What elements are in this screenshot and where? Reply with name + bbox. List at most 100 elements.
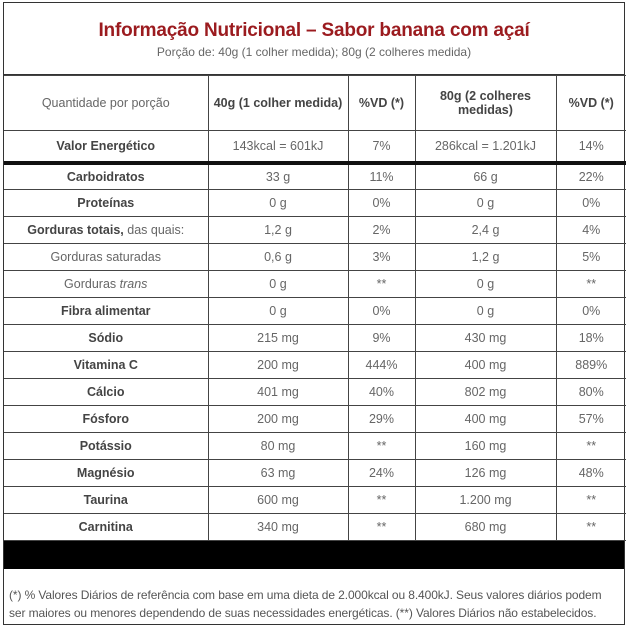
- value-80g: 0 g: [414, 270, 557, 298]
- vd-40g: 3%: [347, 243, 416, 271]
- column-header-80g: 80g (2 colheres medidas): [414, 75, 557, 131]
- black-divider-bar: [4, 541, 624, 569]
- table-row-energy: Valor Energético 143kcal = 601kJ 7% 286k…: [4, 130, 626, 165]
- value-80g: 286kcal = 1.201kJ: [414, 130, 557, 165]
- row-label: Gorduras trans: [4, 270, 209, 298]
- page-title: Informação Nutricional – Sabor banana co…: [98, 20, 530, 41]
- value-40g: 200 mg: [207, 405, 349, 433]
- row-label: Fósforo: [4, 405, 209, 433]
- row-label: Carboidratos: [4, 162, 209, 190]
- value-40g: 200 mg: [207, 351, 349, 379]
- value-40g: 340 mg: [207, 513, 349, 541]
- nutrient-name: Gorduras: [64, 277, 120, 291]
- vd-40g: 444%: [347, 351, 416, 379]
- value-40g: 401 mg: [207, 378, 349, 406]
- row-label: Sódio: [4, 324, 209, 352]
- vd-80g: **: [555, 513, 626, 541]
- value-40g: 0,6 g: [207, 243, 349, 271]
- table-row: Carnitina 340 mg ** 680 mg **: [4, 513, 626, 541]
- vd-40g: 11%: [347, 162, 416, 190]
- nutrient-name-italic: trans: [119, 277, 148, 291]
- value-80g: 680 mg: [414, 513, 557, 541]
- nutrient-name: Vitamina C: [73, 358, 138, 372]
- nutrient-name: Sódio: [88, 331, 124, 345]
- nutrient-name: Carnitina: [78, 520, 133, 534]
- column-header-quantity: Quantidade por porção: [4, 75, 209, 131]
- value-40g: 143kcal = 601kJ: [207, 130, 349, 165]
- value-40g: 33 g: [207, 162, 349, 190]
- vd-40g: **: [347, 432, 416, 460]
- table-row: Gorduras saturadas 0,6 g 3% 1,2 g 5%: [4, 243, 626, 271]
- table-row: Potássio 80 mg ** 160 mg **: [4, 432, 626, 460]
- vd-80g: 18%: [555, 324, 626, 352]
- row-label: Magnésio: [4, 459, 209, 487]
- vd-80g: 0%: [555, 189, 626, 217]
- vd-40g: 0%: [347, 189, 416, 217]
- value-80g: 2,4 g: [414, 216, 557, 244]
- value-80g: 400 mg: [414, 351, 557, 379]
- nutrition-header: Informação Nutricional – Sabor banana co…: [4, 3, 624, 75]
- table-row: Vitamina C 200 mg 444% 400 mg 889%: [4, 351, 626, 379]
- vd-40g: 2%: [347, 216, 416, 244]
- vd-40g: **: [347, 486, 416, 514]
- value-80g: 1,2 g: [414, 243, 557, 271]
- serving-size-subtitle: Porção de: 40g (1 colher medida); 80g (2…: [156, 45, 472, 59]
- vd-80g: 0%: [555, 297, 626, 325]
- value-80g: 160 mg: [414, 432, 557, 460]
- vd-80g: 5%: [555, 243, 626, 271]
- value-80g: 0 g: [414, 189, 557, 217]
- vd-80g: 80%: [555, 378, 626, 406]
- value-40g: 80 mg: [207, 432, 349, 460]
- nutrition-table: Quantidade por porção 40g (1 colher medi…: [4, 75, 626, 541]
- vd-40g: 9%: [347, 324, 416, 352]
- vd-80g: **: [555, 432, 626, 460]
- column-header-vd-80g: %VD (*): [555, 75, 626, 131]
- table-row: Gorduras trans 0 g ** 0 g **: [4, 270, 626, 298]
- vd-80g: 4%: [555, 216, 626, 244]
- footnote: (*) % Valores Diários de referência com …: [9, 588, 602, 620]
- value-40g: 1,2 g: [207, 216, 349, 244]
- value-80g: 430 mg: [414, 324, 557, 352]
- nutrient-name: Gorduras totais,: [27, 223, 124, 237]
- row-label: Potássio: [4, 432, 209, 460]
- value-80g: 0 g: [414, 297, 557, 325]
- value-80g: 400 mg: [414, 405, 557, 433]
- row-label: Proteínas: [4, 189, 209, 217]
- table-row: Carboidratos 33 g 11% 66 g 22%: [4, 162, 626, 190]
- nutrient-name: Fósforo: [82, 412, 130, 426]
- vd-80g: 48%: [555, 459, 626, 487]
- nutrient-name: Taurina: [83, 493, 128, 507]
- vd-40g: **: [347, 270, 416, 298]
- value-80g: 802 mg: [414, 378, 557, 406]
- nutrient-name: Magnésio: [76, 466, 135, 480]
- vd-80g: **: [555, 270, 626, 298]
- table-row: Fósforo 200 mg 29% 400 mg 57%: [4, 405, 626, 433]
- nutrient-rows: Carboidratos 33 g 11% 66 g 22% Proteínas 0 g 0%…: [4, 162, 626, 541]
- vd-80g: 57%: [555, 405, 626, 433]
- vd-40g: **: [347, 513, 416, 541]
- row-label: Taurina: [4, 486, 209, 514]
- row-label: Cálcio: [4, 378, 209, 406]
- column-header-40g: 40g (1 colher medida): [207, 75, 349, 131]
- table-row: Fibra alimentar 0 g 0% 0 g 0%: [4, 297, 626, 325]
- nutrient-name: Carboidratos: [66, 169, 145, 184]
- row-label: Carnitina: [4, 513, 209, 541]
- vd-40g: 29%: [347, 405, 416, 433]
- vd-80g: 889%: [555, 351, 626, 379]
- value-40g: 215 mg: [207, 324, 349, 352]
- nutrient-name-suffix: das quais:: [123, 223, 185, 237]
- vd-40g: 7%: [347, 130, 416, 165]
- nutrient-name: Cálcio: [86, 385, 125, 399]
- vd-40g: 40%: [347, 378, 416, 406]
- value-40g: 63 mg: [207, 459, 349, 487]
- vd-40g: 24%: [347, 459, 416, 487]
- nutrient-name: Proteínas: [77, 196, 135, 210]
- table-row: Proteínas 0 g 0% 0 g 0%: [4, 189, 626, 217]
- value-80g: 66 g: [414, 162, 557, 190]
- table-row: Magnésio 63 mg 24% 126 mg 48%: [4, 459, 626, 487]
- vd-80g: 22%: [555, 162, 626, 190]
- nutrition-facts-panel: Informação Nutricional – Sabor banana co…: [3, 2, 626, 625]
- table-header-row: Quantidade por porção 40g (1 colher medi…: [4, 75, 626, 131]
- value-80g: 1.200 mg: [414, 486, 557, 514]
